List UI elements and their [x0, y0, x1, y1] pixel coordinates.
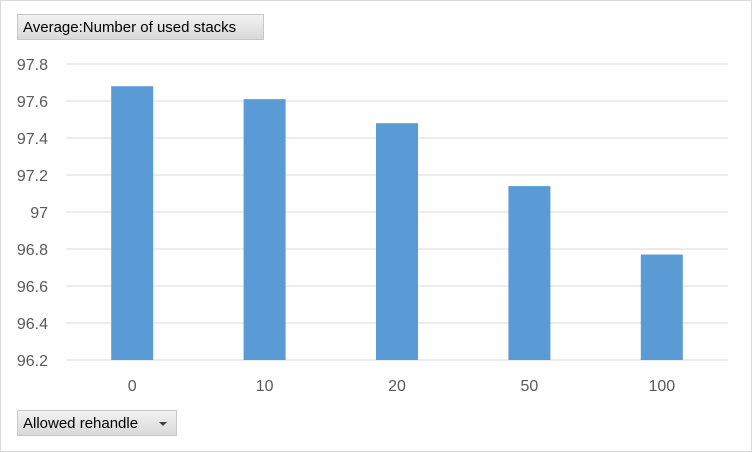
x-tick-label: 20 — [388, 378, 406, 395]
y-tick-label: 96.6 — [17, 279, 48, 296]
x-tick-label: 0 — [128, 378, 137, 395]
axis-field-label: Allowed rehandle — [23, 415, 139, 432]
bar-20[interactable] — [376, 123, 418, 360]
y-tick-label: 97.6 — [17, 94, 48, 111]
x-tick-label: 100 — [648, 378, 675, 395]
bars — [111, 86, 683, 361]
x-tick-label: 50 — [521, 378, 539, 395]
y-axis-tick-labels: 96.2 96.4 96.6 96.8 97 97.2 97.4 97.6 97.8 — [17, 57, 48, 370]
chevron-down-icon[interactable] — [159, 422, 167, 426]
x-axis-tick-labels: 0 10 20 50 100 — [128, 378, 675, 395]
bar-100[interactable] — [640, 254, 683, 360]
value-field-button[interactable]: Average:Number of used stacks — [17, 14, 264, 40]
bar-50[interactable] — [508, 186, 551, 360]
y-tick-label: 97.4 — [17, 131, 48, 148]
y-tick-label: 97 — [30, 205, 48, 222]
y-tick-label: 96.2 — [17, 353, 48, 370]
y-tick-label: 97.2 — [17, 168, 48, 185]
axis-field-button[interactable]: Allowed rehandle — [17, 410, 177, 436]
y-tick-label: 96.4 — [17, 316, 48, 333]
x-tick-label: 10 — [256, 378, 274, 395]
y-tick-label: 97.8 — [17, 57, 48, 74]
bar-10[interactable] — [243, 99, 286, 361]
bar-0[interactable] — [111, 86, 154, 360]
value-field-label: Average:Number of used stacks — [23, 19, 237, 36]
y-tick-label: 96.8 — [17, 242, 48, 259]
